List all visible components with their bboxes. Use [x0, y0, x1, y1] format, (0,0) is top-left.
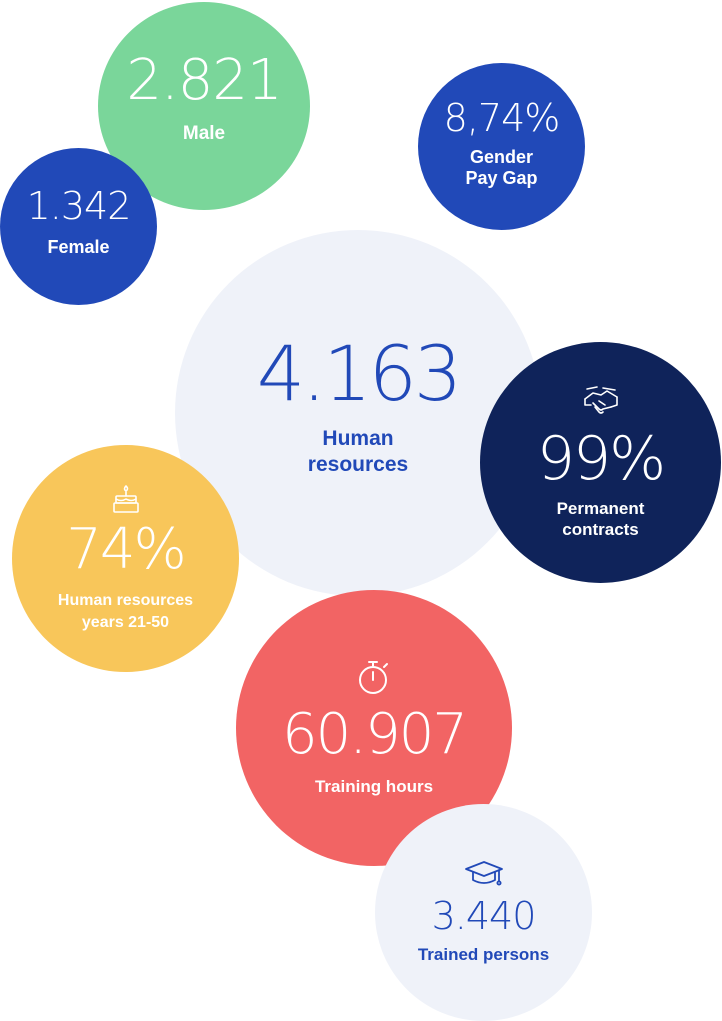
- age-range-label-line1: Human resources: [57, 591, 194, 609]
- age-range-value: 74%: [66, 516, 186, 582]
- gender-pay-gap-label: Gender Pay Gap: [465, 147, 537, 188]
- gender-pay-gap-value: 8,74%: [443, 95, 561, 140]
- age-range-label-line2: years 21-50: [81, 613, 170, 631]
- trained-persons-value: 3.440: [431, 894, 537, 939]
- birthday-cake-icon: [112, 485, 139, 513]
- permanent-contracts-bubble: 99% Permanent contracts: [480, 342, 721, 583]
- training-hours-value: 60.907: [282, 701, 468, 767]
- human-resources-value: 4.163: [256, 328, 463, 418]
- male-value: 2.821: [126, 47, 282, 113]
- permanent-contracts-value: 99%: [536, 424, 666, 495]
- trained-persons-label: Trained persons: [417, 945, 550, 965]
- female-value: 1.342: [26, 183, 132, 228]
- gender-pay-gap-label-line2: Pay Gap: [465, 167, 538, 188]
- training-hours-label: Training hours: [314, 776, 434, 796]
- permanent-contracts-label-line2: contracts: [562, 519, 639, 539]
- stopwatch-icon: [359, 660, 388, 694]
- permanent-contracts-label: Permanent contracts: [557, 499, 645, 540]
- graduation-cap-icon: [464, 861, 503, 886]
- training-hours-bubble: 60.907 Training hours: [236, 590, 512, 866]
- human-resources-label: Human resources: [308, 426, 408, 479]
- human-resources-label-line1: Human: [322, 426, 394, 450]
- age-range-bubble: 74% Human resources years 21-50: [12, 445, 239, 672]
- female-label: Female: [47, 236, 110, 257]
- permanent-contracts-label-line1: Permanent: [556, 499, 645, 519]
- gender-pay-gap-label-line1: Gender: [469, 146, 533, 167]
- gender-pay-gap-bubble: 8,74% Gender Pay Gap: [418, 63, 585, 230]
- age-range-label: Human resources years 21-50: [58, 590, 193, 633]
- female-stat-bubble: 1.342 Female: [0, 148, 157, 305]
- male-label: Male: [182, 122, 226, 144]
- trained-persons-bubble: 3.440 Trained persons: [375, 804, 592, 1021]
- handshake-icon: [583, 386, 618, 414]
- human-resources-label-line2: resources: [307, 453, 409, 476]
